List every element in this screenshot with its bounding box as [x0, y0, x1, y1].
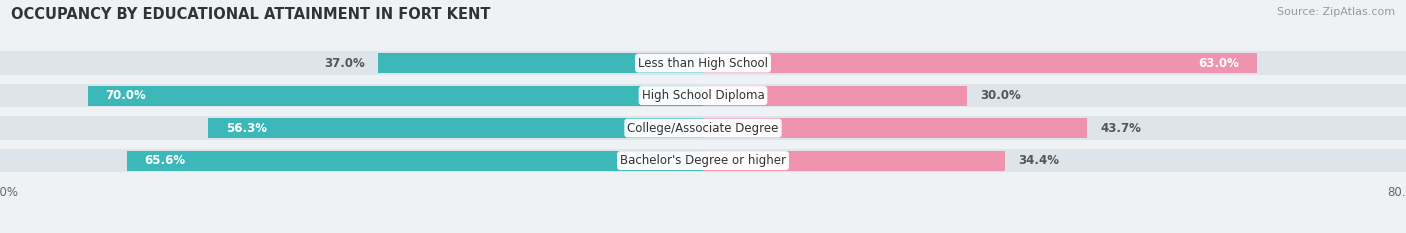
Text: Source: ZipAtlas.com: Source: ZipAtlas.com — [1277, 7, 1395, 17]
Text: 37.0%: 37.0% — [323, 57, 364, 70]
Text: College/Associate Degree: College/Associate Degree — [627, 122, 779, 135]
Bar — [703, 118, 1087, 138]
Bar — [0, 84, 703, 107]
Text: 56.3%: 56.3% — [226, 122, 267, 135]
Text: 34.4%: 34.4% — [1018, 154, 1060, 167]
Bar — [208, 118, 703, 138]
Bar — [703, 116, 1406, 140]
Text: High School Diploma: High School Diploma — [641, 89, 765, 102]
Text: OCCUPANCY BY EDUCATIONAL ATTAINMENT IN FORT KENT: OCCUPANCY BY EDUCATIONAL ATTAINMENT IN F… — [11, 7, 491, 22]
Text: Bachelor's Degree or higher: Bachelor's Degree or higher — [620, 154, 786, 167]
Bar — [703, 86, 967, 106]
Bar — [0, 51, 703, 75]
Text: Less than High School: Less than High School — [638, 57, 768, 70]
Bar — [703, 51, 1406, 75]
Text: 30.0%: 30.0% — [980, 89, 1021, 102]
Bar — [703, 53, 1257, 73]
Text: 65.6%: 65.6% — [145, 154, 186, 167]
Bar — [703, 151, 1005, 171]
Text: 63.0%: 63.0% — [1198, 57, 1239, 70]
Text: 43.7%: 43.7% — [1099, 122, 1142, 135]
Bar — [127, 151, 703, 171]
Bar — [378, 53, 703, 73]
Text: 70.0%: 70.0% — [105, 89, 146, 102]
Bar — [0, 149, 703, 172]
Bar — [87, 86, 703, 106]
Bar — [703, 149, 1406, 172]
Bar — [703, 84, 1406, 107]
Bar — [0, 116, 703, 140]
